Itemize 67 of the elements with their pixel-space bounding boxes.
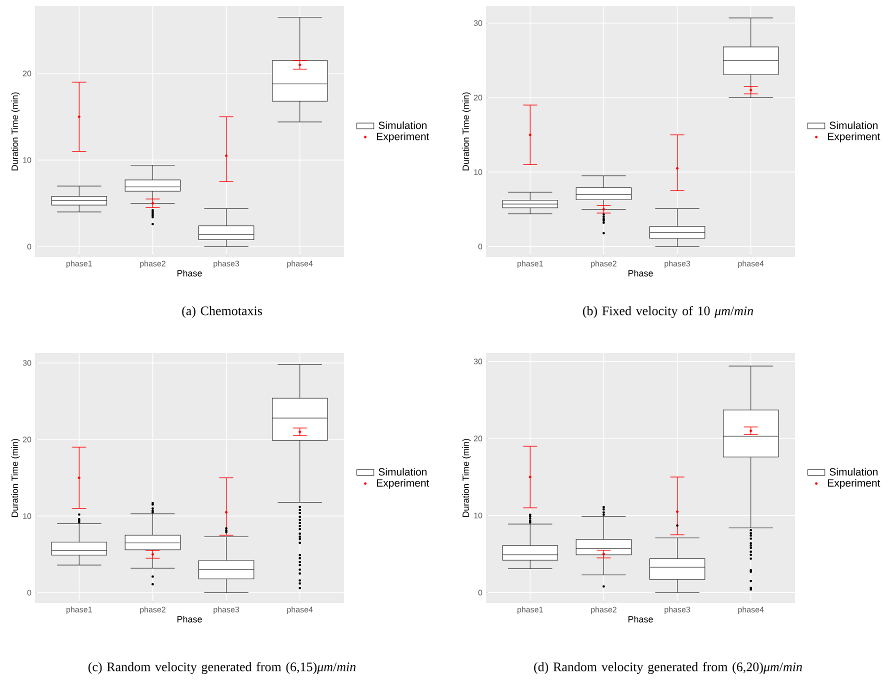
y-tick-label: 30: [474, 20, 482, 26]
x-tick-label: phase4: [287, 606, 313, 614]
point: [528, 134, 532, 136]
point: [298, 64, 302, 66]
x-tick-label: phase2: [591, 260, 616, 268]
y-tick-label: 10: [23, 157, 32, 163]
legend-label: Simulation: [830, 468, 878, 476]
y-axis-title: Duration Time (min): [462, 438, 471, 517]
legend-label: Experiment: [377, 132, 430, 142]
x-tick-label: phase3: [214, 260, 240, 268]
legend-label: Experiment: [377, 478, 430, 489]
legend-label: Experiment: [828, 132, 880, 142]
y-tick-label: 20: [474, 436, 482, 442]
y-tick-label: 0: [478, 590, 482, 596]
x-axis-title: Phase: [628, 270, 653, 276]
y-axis-title: Duration Time (min): [462, 92, 471, 170]
x-tick-label: phase3: [664, 260, 690, 268]
legend-label: Simulation: [378, 468, 427, 476]
x-tick-label: phase4: [738, 260, 764, 268]
point: [151, 202, 154, 205]
x-tick-label: phase1: [66, 260, 92, 268]
legend-label: Simulation: [830, 121, 878, 130]
text: (a) Chemotaxis: [182, 306, 262, 318]
y-tick-label: 20: [474, 94, 482, 100]
y-tick-label: 10: [23, 513, 32, 519]
point: [750, 430, 752, 432]
point: [602, 552, 606, 556]
point: [151, 553, 154, 556]
x-tick-label: phase1: [518, 260, 543, 268]
legend-label: Simulation: [378, 121, 427, 130]
y-tick-label: 30: [22, 360, 32, 366]
y-tick-label: 10: [474, 169, 482, 175]
point: [298, 430, 302, 434]
legend-label: Experiment: [828, 478, 880, 489]
y-axis-title: Duration Time (min): [11, 92, 20, 170]
x-tick-label: phase4: [287, 260, 313, 268]
x-tick-label: phase2: [591, 606, 616, 614]
x-tick-label: phase2: [140, 260, 166, 268]
y-axis-title: Duration Time (min): [11, 438, 20, 517]
x-tick-label: phase1: [518, 606, 543, 614]
y-tick-label: 20: [22, 70, 32, 76]
x-axis-title: Phase: [177, 616, 202, 622]
y-tick-label: 10: [474, 512, 482, 518]
point: [224, 510, 228, 514]
y-tick-label: 0: [27, 590, 32, 596]
point: [602, 208, 606, 211]
point: [676, 167, 679, 170]
x-tick-label: phase2: [140, 606, 166, 614]
point: [78, 115, 80, 118]
point: [78, 476, 80, 480]
point: [676, 510, 679, 513]
point: [750, 88, 752, 92]
x-tick-label: phase3: [214, 606, 240, 614]
x-tick-label: phase1: [66, 606, 92, 614]
x-axis-title: Phase: [628, 616, 653, 622]
x-tick-label: phase4: [738, 606, 764, 614]
point: [528, 476, 532, 478]
y-tick-label: 0: [478, 244, 482, 250]
text: (c) Random velocity generated from (6,15)μm/min: [88, 662, 356, 674]
y-tick-label: 30: [474, 358, 482, 364]
x-axis-title: Phase: [177, 270, 202, 276]
y-tick-label: 20: [22, 436, 32, 442]
y-tick-label: 0: [27, 244, 32, 250]
text: (b) Fixed velocity of 10 μm/min: [582, 306, 754, 318]
point: [224, 154, 228, 158]
x-tick-label: phase3: [664, 606, 690, 614]
text: (d) Random velocity generated from (6,20)μm/min: [534, 662, 802, 674]
